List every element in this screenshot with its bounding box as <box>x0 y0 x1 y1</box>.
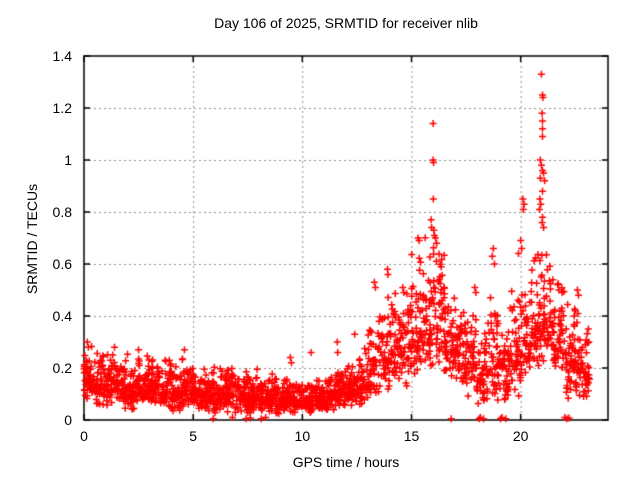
y-tick-label: 0.4 <box>52 308 72 324</box>
x-tick-label: 20 <box>512 428 529 444</box>
y-tick-label: 1.2 <box>52 100 72 116</box>
x-axis-label: GPS time / hours <box>292 454 400 470</box>
x-tick-label: 0 <box>80 428 88 444</box>
y-tick-label: 0.2 <box>52 360 72 376</box>
y-tick-label: 0.6 <box>52 256 72 272</box>
y-tick-label: 0 <box>64 412 72 428</box>
y-tick-label: 1.4 <box>52 48 72 64</box>
x-tick-label: 10 <box>294 428 311 444</box>
x-tick-label: 5 <box>189 428 198 444</box>
y-tick-label: 1 <box>64 152 72 168</box>
y-tick-label: 0.8 <box>52 204 72 220</box>
x-tick-label: 15 <box>403 428 420 444</box>
chart-title: Day 106 of 2025, SRMTID for receiver nli… <box>214 15 478 31</box>
